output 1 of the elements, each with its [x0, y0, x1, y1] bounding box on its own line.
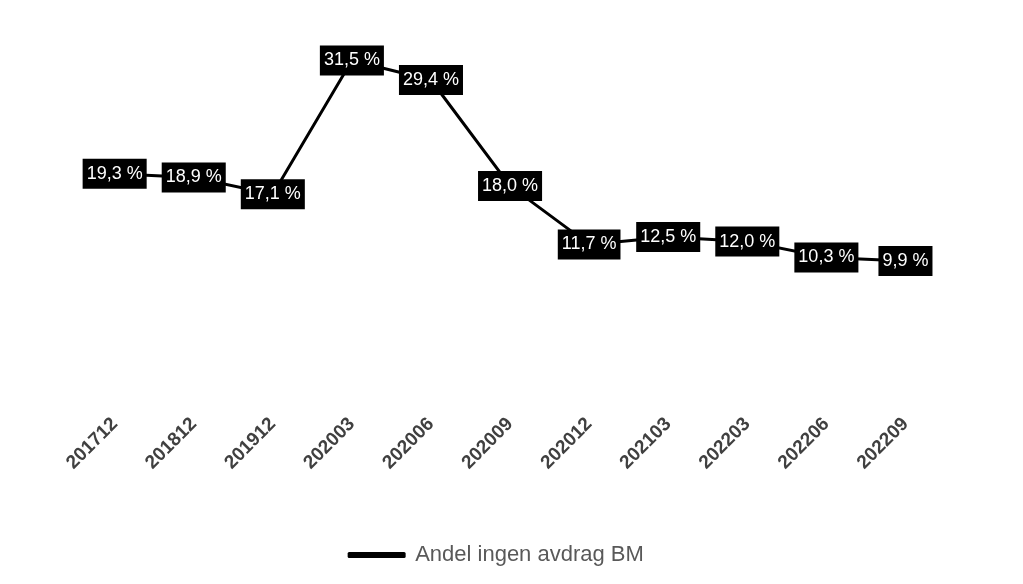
legend-label: Andel ingen avdrag BM [415, 541, 644, 567]
